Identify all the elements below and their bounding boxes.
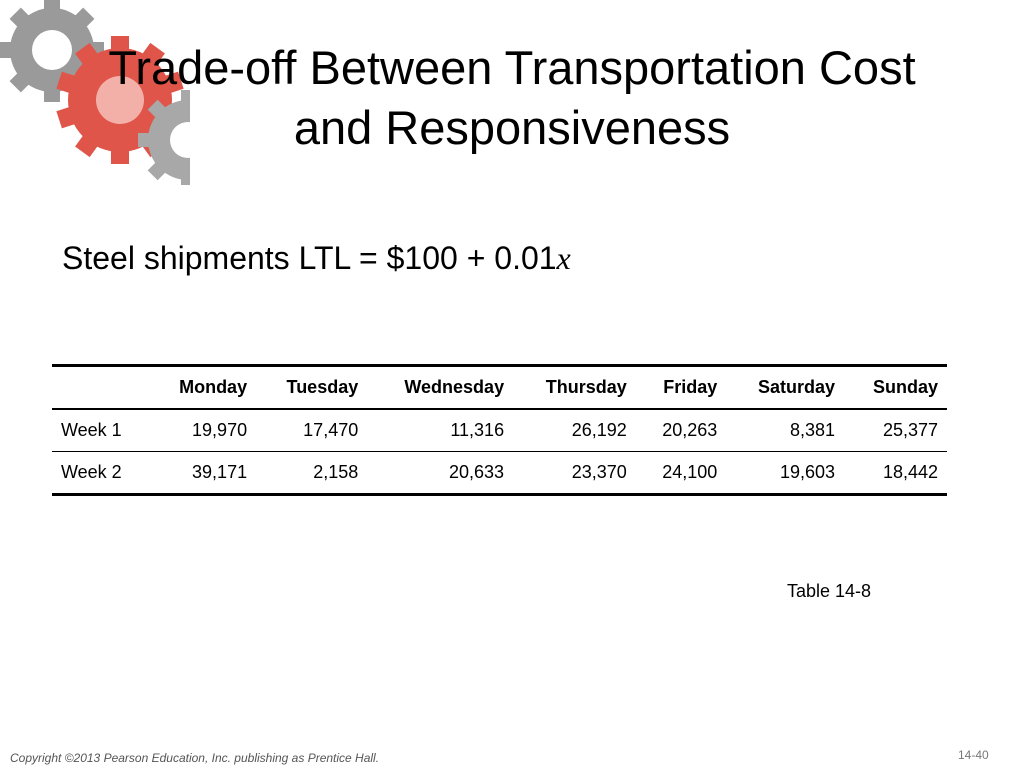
page-number: 14-40 (958, 748, 989, 762)
corner-cell (52, 364, 150, 410)
copyright: Copyright ©2013 Pearson Education, Inc. … (10, 751, 380, 765)
table-row: Week 2 39,171 2,158 20,633 23,370 24,100 19,60… (52, 451, 947, 496)
table-cell: 2,158 (256, 451, 368, 496)
table-cell: 24,100 (635, 451, 727, 496)
formula-variable: x (556, 240, 571, 276)
table-cell: 17,470 (256, 409, 368, 452)
formula-text: Steel shipments LTL = $100 + 0.01 (62, 240, 557, 276)
table-cell: 20,263 (635, 409, 727, 452)
header-row: Monday Tuesday Wednesday Thursday Friday Satu… (52, 364, 947, 410)
column-header: Wednesday (367, 364, 514, 410)
gears-decoration (0, 0, 200, 185)
column-header: Saturday (726, 364, 845, 410)
column-header: Thursday (513, 364, 636, 410)
table-caption: Table 14-8 (787, 581, 872, 601)
table-cell: 19,970 (149, 409, 257, 452)
table-row: Week 1 19,970 17,470 11,316 26,192 20,263 8,38… (52, 409, 947, 452)
table-cell: 26,192 (513, 409, 636, 452)
table-cell: 23,370 (513, 451, 636, 496)
table-cell: 18,442 (844, 451, 947, 496)
table-cell: 19,603 (726, 451, 845, 496)
table-cell: 11,316 (367, 409, 514, 452)
table-cell: 8,381 (726, 409, 845, 452)
data-table: Monday Tuesday Wednesday Thursday Friday Satu… (52, 364, 947, 496)
column-header: Monday (149, 364, 257, 410)
row-label: Week 2 (52, 451, 150, 496)
column-header: Sunday (844, 364, 947, 410)
table-cell: 39,171 (149, 451, 257, 496)
column-header: Tuesday (256, 364, 368, 410)
formula: Steel shipments LTL = $100 + 0.01x (62, 240, 571, 277)
table-cell: 20,633 (367, 451, 514, 496)
slide-title: Trade-off Between Transportation Cost an… (108, 41, 916, 154)
table-cell: 25,377 (844, 409, 947, 452)
column-header: Friday (635, 364, 727, 410)
row-label: Week 1 (52, 409, 150, 452)
